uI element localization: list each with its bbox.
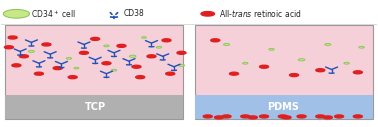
Circle shape [248,116,257,119]
Circle shape [68,76,77,79]
Circle shape [111,69,117,71]
Text: PDMS: PDMS [267,102,299,112]
Circle shape [142,37,146,38]
Circle shape [290,74,299,77]
Circle shape [3,10,29,18]
Circle shape [79,51,88,54]
Circle shape [353,71,363,74]
Circle shape [297,115,306,118]
Circle shape [91,37,100,40]
Circle shape [203,115,212,118]
Circle shape [298,59,305,61]
FancyBboxPatch shape [5,25,183,119]
Circle shape [222,115,231,118]
Circle shape [316,69,325,72]
Text: CD38: CD38 [123,9,144,18]
Circle shape [260,65,268,68]
Circle shape [353,115,363,118]
Circle shape [344,62,349,64]
Circle shape [229,72,239,75]
Circle shape [104,45,109,47]
Circle shape [325,43,331,45]
Circle shape [136,76,145,79]
Circle shape [323,116,332,119]
Circle shape [260,115,268,118]
Circle shape [42,43,51,46]
Circle shape [102,62,111,65]
Circle shape [28,50,34,52]
Circle shape [278,115,287,118]
FancyBboxPatch shape [195,25,373,119]
Circle shape [34,72,43,75]
Text: TCP: TCP [85,102,106,112]
Circle shape [74,67,79,69]
Circle shape [5,46,13,49]
Circle shape [178,64,184,66]
Circle shape [156,46,162,48]
Circle shape [117,44,126,47]
Text: CD34$^+$ cell: CD34$^+$ cell [31,8,76,20]
Circle shape [132,65,141,68]
Circle shape [177,51,186,54]
Circle shape [66,58,71,59]
Circle shape [19,55,28,58]
Circle shape [211,39,220,42]
Circle shape [243,62,248,64]
Circle shape [269,48,274,50]
Circle shape [147,55,156,58]
Circle shape [12,64,21,67]
Circle shape [359,46,364,48]
Circle shape [316,115,325,118]
Text: All-$\it{trans}$ retinoic acid: All-$\it{trans}$ retinoic acid [219,8,302,19]
Circle shape [166,72,175,75]
FancyBboxPatch shape [5,95,183,119]
Circle shape [223,43,229,45]
Circle shape [241,115,250,118]
Circle shape [162,39,171,42]
Circle shape [335,115,344,118]
Circle shape [282,116,291,119]
Circle shape [201,12,215,16]
Circle shape [8,36,17,39]
FancyBboxPatch shape [195,95,373,119]
Circle shape [129,55,136,57]
Circle shape [53,67,62,70]
Circle shape [215,116,223,119]
